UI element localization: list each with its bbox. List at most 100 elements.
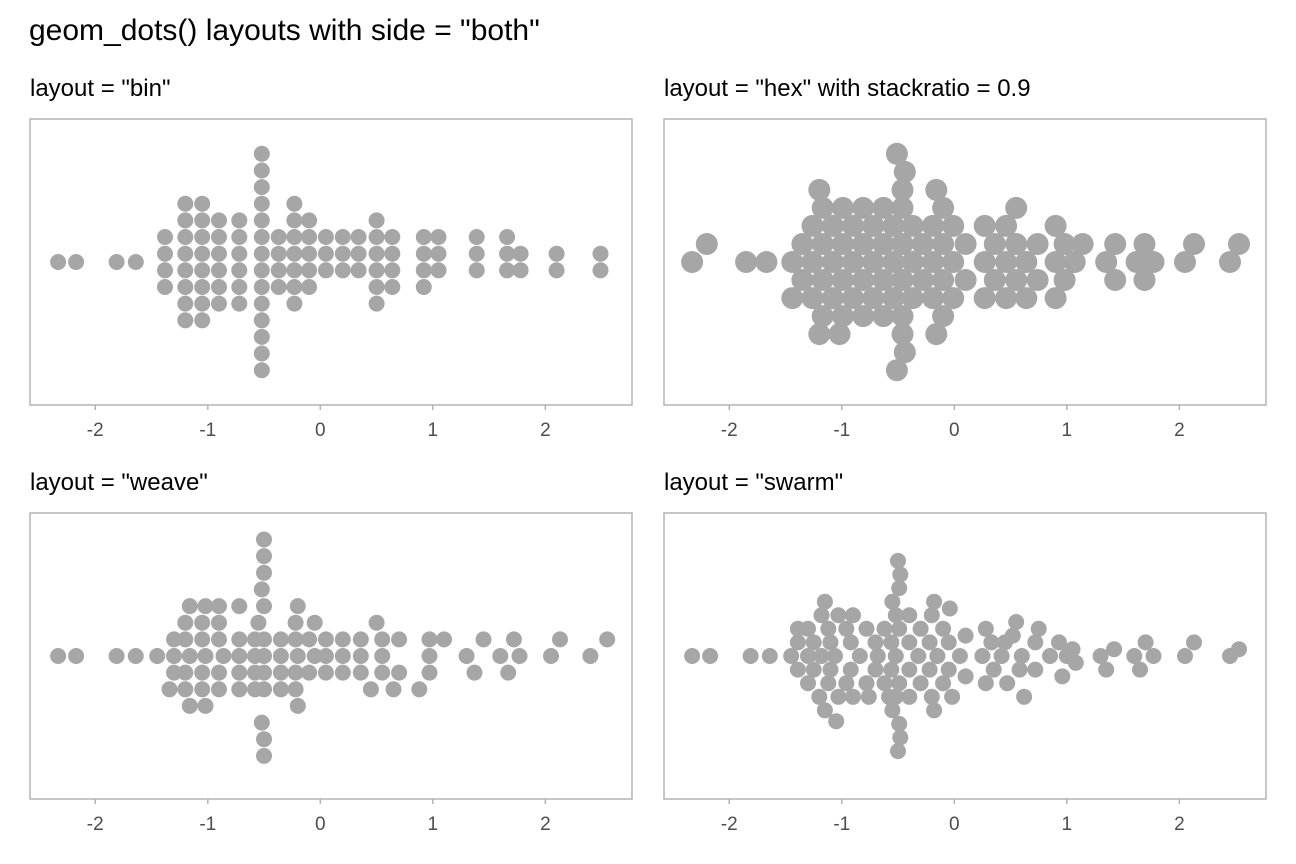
- data-dot: [926, 702, 943, 719]
- panel-hex: layout = "hex" with stackratio = 0.9 -2 -…: [663, 75, 1267, 441]
- data-dot: [231, 245, 248, 262]
- data-dot: [289, 648, 306, 664]
- data-dot: [1098, 661, 1115, 678]
- data-dot: [808, 178, 831, 201]
- data-dot: [384, 245, 401, 262]
- data-dot: [887, 607, 904, 624]
- data-dot: [499, 245, 516, 262]
- data-dot: [852, 196, 875, 219]
- data-dot: [177, 229, 194, 245]
- data-dot: [891, 305, 914, 328]
- data-dot: [466, 664, 483, 681]
- data-dot: [50, 254, 67, 270]
- data-dot: [253, 229, 270, 245]
- data-dot: [891, 269, 914, 291]
- data-dot: [194, 631, 211, 648]
- data-dot: [253, 312, 270, 329]
- data-dot: [1004, 627, 1021, 644]
- panel-weave: layout = "weave" -2 -1 0 1 2: [29, 469, 633, 835]
- data-dot: [911, 233, 934, 255]
- data-dot: [891, 178, 914, 201]
- data-dot: [301, 664, 318, 681]
- data-dot: [1015, 287, 1038, 310]
- data-dot: [999, 675, 1016, 692]
- data-dot: [334, 664, 351, 681]
- data-dot: [761, 648, 778, 664]
- data-dot: [831, 233, 854, 255]
- data-dot: [822, 634, 839, 651]
- data-dot: [872, 269, 895, 291]
- data-dot: [932, 305, 955, 328]
- x-tick-label: -2: [721, 814, 738, 835]
- data-dot: [808, 323, 831, 346]
- data-dot: [421, 631, 438, 648]
- x-tick-label: -1: [199, 420, 216, 441]
- data-dot: [256, 648, 272, 664]
- data-dot: [791, 233, 814, 255]
- data-dot: [177, 614, 194, 631]
- data-dot: [1132, 661, 1148, 678]
- data-dot: [852, 305, 875, 328]
- data-dot: [177, 212, 194, 229]
- data-dot: [270, 279, 287, 295]
- data-dot: [1030, 620, 1047, 637]
- data-dot: [882, 287, 905, 310]
- data-dot: [505, 631, 522, 648]
- data-dot: [1013, 648, 1030, 664]
- data-dot: [884, 702, 901, 719]
- data-dot: [901, 251, 924, 273]
- data-dot: [926, 593, 943, 610]
- data-dot: [781, 251, 804, 273]
- data-dot: [801, 251, 824, 273]
- data-dot: [592, 245, 609, 262]
- data-dot: [458, 648, 475, 664]
- data-dot: [901, 688, 918, 705]
- data-dot: [181, 598, 198, 615]
- data-dot: [272, 664, 289, 681]
- data-dot: [813, 607, 830, 624]
- data-dot: [695, 233, 718, 255]
- data-dot: [1044, 214, 1067, 237]
- data-dot: [253, 145, 270, 162]
- data-dot: [511, 648, 528, 664]
- data-dot: [742, 648, 759, 664]
- data-dot: [287, 681, 304, 698]
- data-dot: [500, 664, 517, 681]
- data-dot: [1027, 661, 1044, 678]
- data-dot: [301, 212, 318, 229]
- dots-layer: [684, 552, 1247, 760]
- data-dot: [983, 634, 1000, 651]
- data-dot: [811, 233, 834, 255]
- panel-title: layout = "hex" with stackratio = 0.9: [664, 75, 1031, 102]
- data-dot: [1044, 287, 1067, 310]
- data-dot: [954, 233, 977, 255]
- data-dot: [684, 648, 701, 664]
- data-dot: [334, 229, 351, 245]
- data-dot: [253, 212, 270, 229]
- data-dot: [890, 552, 906, 569]
- data-dot: [211, 245, 227, 262]
- data-dot: [256, 548, 272, 565]
- data-dot: [177, 295, 194, 312]
- data-dot: [800, 648, 816, 664]
- data-dot: [862, 251, 885, 273]
- data-dot: [368, 212, 385, 229]
- data-dot: [1133, 269, 1156, 291]
- data-dot: [317, 631, 334, 648]
- data-dot: [421, 664, 438, 681]
- data-dot: [1177, 648, 1193, 664]
- panel-title: layout = "bin": [30, 75, 170, 102]
- data-dot: [911, 269, 934, 291]
- data-dot: [270, 245, 287, 262]
- x-tick-label: -2: [87, 814, 104, 835]
- data-dot: [194, 312, 211, 329]
- x-tick-label: -2: [721, 420, 738, 441]
- data-dot: [1104, 233, 1127, 255]
- data-dot: [436, 631, 453, 648]
- data-dot: [512, 262, 529, 279]
- x-tick-label: -1: [833, 420, 850, 441]
- data-dot: [181, 697, 198, 714]
- data-dot: [108, 254, 125, 270]
- data-dot: [942, 214, 965, 237]
- data-dot: [872, 196, 895, 219]
